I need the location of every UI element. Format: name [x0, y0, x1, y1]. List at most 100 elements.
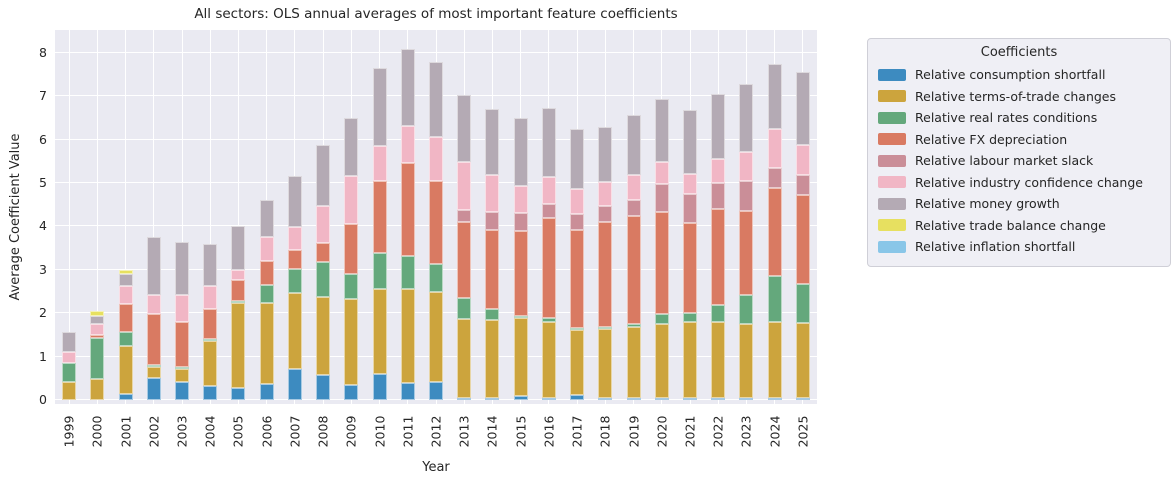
bar-2000	[90, 311, 105, 400]
bar-segment	[626, 174, 641, 200]
x-tick-label: 2017	[569, 415, 585, 448]
bar-2022	[711, 94, 726, 400]
bar-segment	[570, 394, 585, 400]
bar-segment	[654, 98, 669, 162]
x-tick-label: 2006	[259, 415, 275, 448]
bar-segment	[513, 230, 528, 316]
bar-segment	[400, 289, 415, 383]
x-tick-label: 2021	[682, 415, 698, 448]
bar-segment	[429, 180, 443, 265]
bar-segment	[118, 345, 133, 394]
bar-2023	[739, 83, 754, 400]
bar-segment	[711, 208, 726, 306]
bar-segment	[175, 294, 189, 323]
bar-segment	[795, 398, 810, 400]
bar-segment	[626, 216, 641, 324]
legend-swatch-icon	[878, 240, 906, 253]
bar-segment	[62, 382, 77, 400]
legend-item: Relative real rates conditions	[878, 107, 1160, 129]
bar-segment	[90, 337, 105, 380]
bar-segment	[626, 115, 641, 175]
legend-label: Relative terms-of-trade changes	[915, 88, 1117, 104]
x-tick-label: 2004	[202, 415, 218, 448]
legend-swatch-icon	[878, 219, 906, 232]
bar-segment	[90, 315, 105, 325]
bar-segment	[118, 393, 133, 400]
bar-segment	[739, 323, 754, 398]
bar-segment	[739, 294, 754, 324]
bar-segment	[118, 285, 133, 305]
y-tick-label: 2	[39, 305, 47, 321]
bar-segment	[429, 291, 443, 382]
bar-segment	[570, 327, 585, 330]
bar-segment	[231, 270, 246, 280]
bar-segment	[287, 293, 302, 370]
bar-segment	[795, 72, 810, 146]
bar-segment	[62, 331, 77, 352]
bar-2015	[513, 117, 528, 400]
bar-segment	[259, 303, 274, 384]
bar-segment	[626, 199, 641, 217]
bar-2005	[231, 226, 246, 400]
x-tick-label: 2012	[428, 415, 444, 448]
bar-segment	[372, 146, 387, 181]
bar-segment	[259, 200, 274, 238]
bar-segment	[541, 218, 556, 319]
bar-segment	[231, 387, 246, 400]
legend-item: Relative FX depreciation	[878, 129, 1160, 151]
y-tick-label: 6	[39, 131, 47, 147]
bar-segment	[316, 261, 331, 297]
bar-2025	[795, 72, 810, 400]
bar-segment	[316, 206, 331, 244]
legend-title: Coefficients	[980, 45, 1058, 60]
legend-label: Relative FX depreciation	[915, 131, 1068, 147]
bar-2019	[626, 115, 641, 400]
bar-2004	[203, 243, 218, 400]
bar-segment	[739, 83, 754, 152]
bar-segment	[654, 313, 669, 324]
bar-segment	[203, 308, 218, 339]
plot-area	[55, 30, 817, 404]
bar-segment	[541, 322, 556, 398]
bar-2003	[175, 242, 189, 400]
bar-segment	[118, 269, 133, 275]
bar-segment	[683, 312, 697, 322]
bar-segment	[598, 206, 613, 222]
bar-segment	[513, 315, 528, 319]
bar-segment	[231, 301, 246, 304]
bar-segment	[541, 204, 556, 219]
bar-2016	[541, 107, 556, 400]
x-tick-label: 2011	[400, 415, 416, 448]
bar-segment	[795, 322, 810, 398]
bar-segment	[400, 48, 415, 126]
legend-swatch-icon	[878, 197, 906, 210]
x-tick-label: 2007	[287, 415, 303, 448]
bar-2002	[146, 237, 161, 400]
bar-segment	[372, 253, 387, 290]
bar-segment	[598, 127, 613, 182]
gridline-vertical	[125, 30, 127, 404]
bar-segment	[513, 318, 528, 397]
bar-segment	[344, 175, 359, 225]
y-tick-label: 3	[39, 261, 47, 277]
bar-segment	[175, 369, 189, 382]
bar-segment	[570, 189, 585, 215]
bar-segment	[683, 321, 697, 398]
bar-segment	[316, 144, 331, 207]
x-tick-label: 2013	[456, 415, 472, 448]
bar-segment	[457, 95, 472, 163]
bar-segment	[90, 334, 105, 338]
y-tick-label: 4	[39, 218, 47, 234]
x-tick-label: 2000	[89, 415, 105, 448]
x-tick-label: 2023	[738, 415, 754, 448]
bar-segment	[231, 303, 246, 388]
bar-segment	[344, 299, 359, 385]
legend: Coefficients Relative consumption shortf…	[867, 38, 1171, 267]
bar-2013	[457, 95, 472, 400]
bar-segment	[767, 188, 782, 277]
bar-segment	[598, 181, 613, 207]
bar-segment	[767, 398, 782, 400]
bar-segment	[259, 285, 274, 304]
bar-segment	[287, 226, 302, 250]
